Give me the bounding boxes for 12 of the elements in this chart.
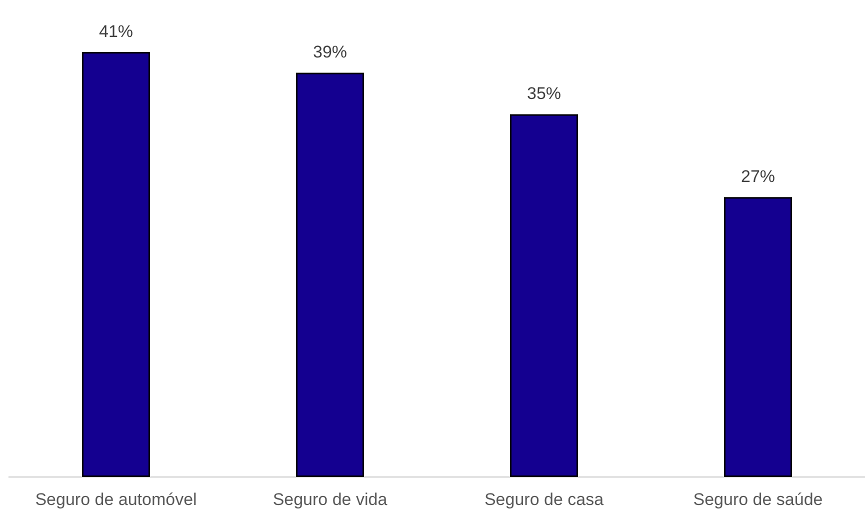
data-label: 27%	[740, 167, 776, 186]
bar	[724, 197, 792, 477]
x-tick-label: Seguro de saúde	[693, 490, 823, 509]
data-label: 39%	[312, 42, 348, 62]
data-label: 41%	[98, 22, 134, 41]
bar	[510, 114, 578, 477]
bar	[82, 52, 150, 477]
x-tick-label: Seguro de automóvel	[35, 490, 197, 509]
bar	[296, 72, 364, 477]
x-tick-label: Seguro de vida	[272, 490, 388, 509]
x-tick-label: Seguro de casa	[484, 490, 604, 509]
data-label: 35%	[526, 84, 562, 104]
